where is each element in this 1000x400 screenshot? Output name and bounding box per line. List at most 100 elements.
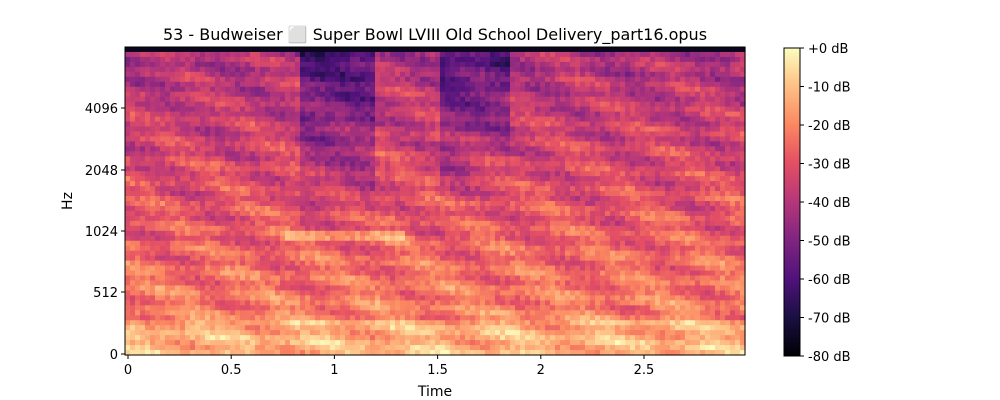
heatmap-cell <box>220 106 226 113</box>
heatmap-cell <box>225 310 231 316</box>
heatmap-cell <box>185 136 191 142</box>
heatmap-cell <box>155 186 161 192</box>
heatmap-cell <box>335 210 341 217</box>
heatmap-cell <box>235 106 241 113</box>
heatmap-cell <box>390 345 396 351</box>
heatmap-cell <box>330 245 336 252</box>
heatmap-cell <box>500 245 506 252</box>
heatmap-cell <box>460 300 466 306</box>
heatmap-cell <box>280 295 286 301</box>
heatmap-cell <box>195 121 201 128</box>
heatmap-cell <box>185 86 191 93</box>
heatmap-cell <box>290 245 296 252</box>
heatmap-cell <box>385 101 391 108</box>
heatmap-cell <box>365 290 371 296</box>
heatmap-cell <box>145 340 151 346</box>
heatmap-cell <box>490 260 496 267</box>
heatmap-cell <box>310 315 316 321</box>
heatmap-cell <box>145 305 151 311</box>
heatmap-cell <box>280 66 286 73</box>
heatmap-cell <box>225 320 231 326</box>
heatmap-cell <box>230 340 236 346</box>
heatmap-cell <box>140 205 146 212</box>
heatmap-cell <box>380 330 386 336</box>
heatmap-cell <box>230 61 236 68</box>
heatmap-cell <box>255 230 261 237</box>
heatmap-cell <box>330 305 336 311</box>
heatmap-cell <box>155 96 161 103</box>
heatmap-cell <box>335 300 341 306</box>
heatmap-cell <box>230 330 236 336</box>
heatmap-cell <box>430 86 436 93</box>
heatmap-cell <box>200 280 206 287</box>
heatmap-cell <box>405 285 411 292</box>
heatmap-cell <box>295 56 301 63</box>
heatmap-cell <box>445 205 451 212</box>
heatmap-cell <box>400 235 406 242</box>
heatmap-cell <box>385 176 391 182</box>
heatmap-cell <box>300 66 306 73</box>
heatmap-cell <box>455 275 461 282</box>
heatmap-cell <box>190 280 196 287</box>
heatmap-cell <box>500 345 506 351</box>
heatmap-cell <box>235 225 241 232</box>
heatmap-cell <box>260 255 266 262</box>
heatmap-cell <box>440 275 446 282</box>
heatmap-cell <box>235 111 241 118</box>
heatmap-cell <box>285 315 291 321</box>
heatmap-cell <box>405 91 411 98</box>
heatmap-cell <box>430 290 436 296</box>
heatmap-cell <box>285 166 291 172</box>
heatmap-cell <box>490 66 496 73</box>
heatmap-cell <box>410 101 416 108</box>
heatmap-cell <box>415 47 421 53</box>
heatmap-cell <box>225 131 231 138</box>
heatmap-cell <box>215 265 221 272</box>
heatmap-cell <box>405 171 411 177</box>
heatmap-cell <box>505 181 511 187</box>
heatmap-cell <box>405 166 411 172</box>
heatmap-cell <box>510 275 516 282</box>
heatmap-cell <box>145 71 151 78</box>
heatmap-cell <box>385 275 391 282</box>
heatmap-cell <box>265 210 271 217</box>
heatmap-cell <box>270 315 276 321</box>
heatmap-cell <box>175 225 181 232</box>
heatmap-cell <box>335 136 341 142</box>
heatmap-cell <box>370 66 376 73</box>
heatmap-cell <box>510 315 516 321</box>
heatmap-cell <box>280 156 286 162</box>
heatmap-cell <box>400 285 406 292</box>
heatmap-cell <box>170 136 176 142</box>
heatmap-cell <box>130 310 136 316</box>
heatmap-cell <box>345 240 351 247</box>
heatmap-cell <box>160 156 166 162</box>
heatmap-cell <box>205 265 211 272</box>
heatmap-cell <box>155 240 161 247</box>
heatmap-cell <box>395 131 401 138</box>
heatmap-cell <box>445 270 451 277</box>
heatmap-cell <box>210 220 216 227</box>
heatmap-cell <box>395 340 401 346</box>
heatmap-cell <box>275 141 281 147</box>
heatmap-cell <box>205 86 211 93</box>
heatmap-cell <box>250 325 256 331</box>
heatmap-cell <box>185 260 191 267</box>
heatmap-cell <box>505 146 511 152</box>
heatmap-cell <box>205 191 211 197</box>
heatmap-cell <box>440 126 446 133</box>
heatmap-cell <box>195 300 201 306</box>
heatmap-cell <box>230 196 236 202</box>
heatmap-cell <box>515 260 521 267</box>
heatmap-cell <box>465 156 471 162</box>
heatmap-cell <box>130 66 136 73</box>
heatmap-cell <box>280 81 286 88</box>
heatmap-cell <box>225 285 231 292</box>
heatmap-cell <box>135 111 141 118</box>
heatmap-cell <box>210 56 216 63</box>
heatmap-cell <box>255 111 261 118</box>
heatmap-cell <box>515 176 521 182</box>
heatmap-cell <box>275 51 281 58</box>
heatmap-cell <box>145 295 151 301</box>
heatmap-cell <box>235 71 241 78</box>
